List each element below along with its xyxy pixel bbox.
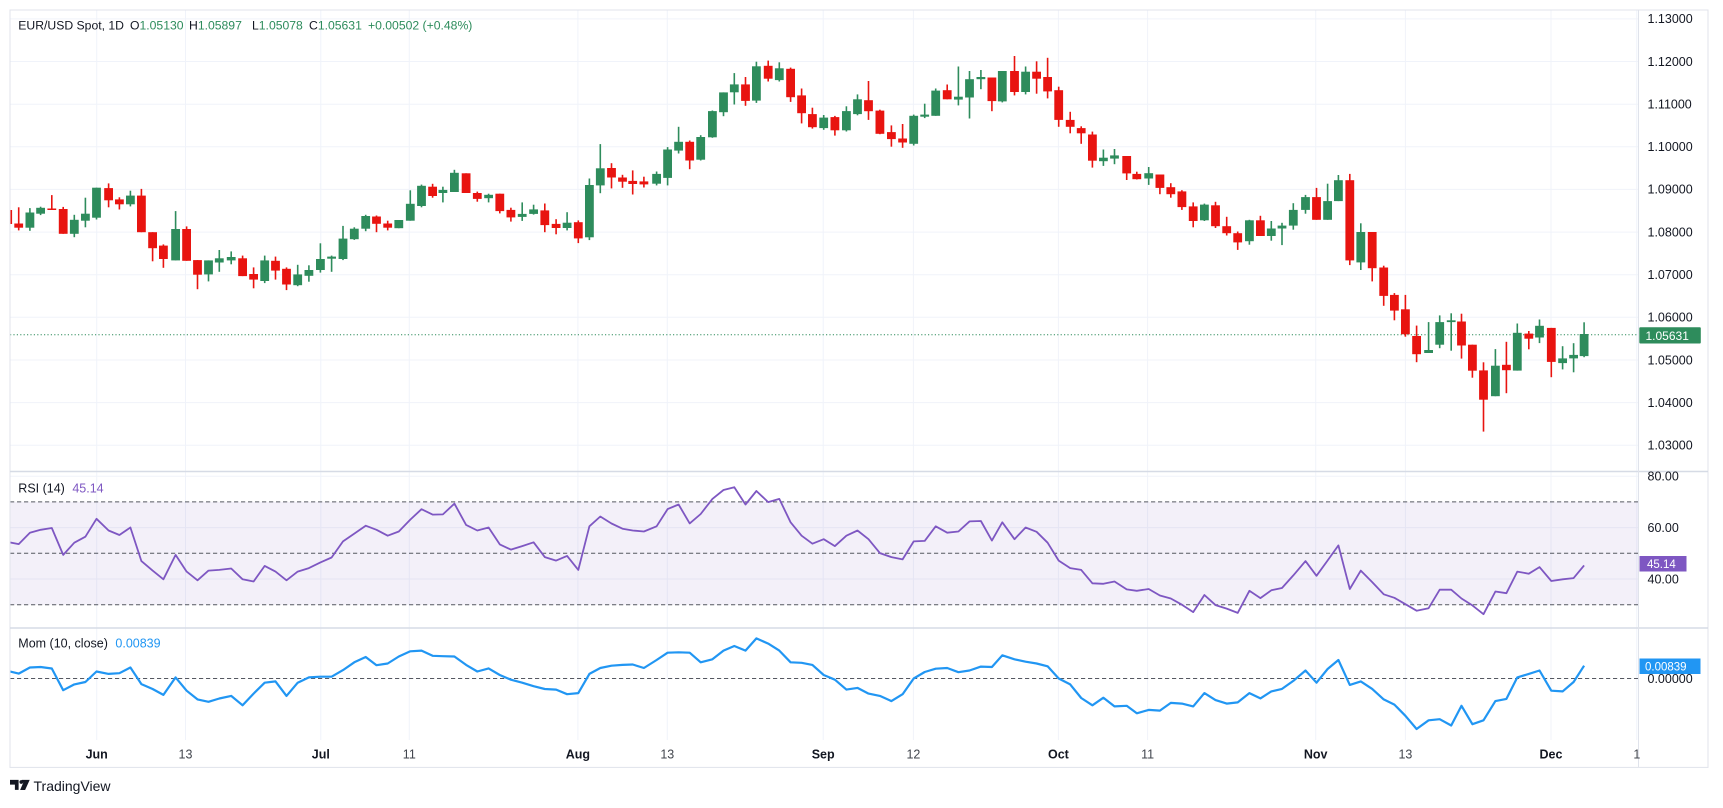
svg-text:Mom (10, close) 0.00839: Mom (10, close) 0.00839 (18, 637, 160, 651)
svg-text:L1.05078: L1.05078 (252, 19, 303, 33)
svg-text:1.06000: 1.06000 (1648, 311, 1693, 325)
svg-text:EUR/USD Spot, 1D: EUR/USD Spot, 1D (18, 19, 124, 33)
svg-text:Jul: Jul (312, 748, 330, 762)
svg-text:1: 1 (1633, 748, 1640, 762)
svg-text:+0.00502 (+0.48%): +0.00502 (+0.48%) (368, 19, 472, 33)
svg-text:Sep: Sep (812, 748, 835, 762)
svg-text:80.00: 80.00 (1648, 470, 1679, 484)
svg-text:1.05000: 1.05000 (1648, 353, 1693, 367)
svg-text:11: 11 (1141, 748, 1154, 762)
svg-text:1.03000: 1.03000 (1648, 439, 1693, 453)
svg-text:12: 12 (906, 748, 920, 762)
svg-text:0.00000: 0.00000 (1648, 672, 1693, 686)
svg-text:1.09000: 1.09000 (1648, 183, 1693, 197)
svg-text:13: 13 (660, 748, 674, 762)
svg-text:0.00839: 0.00839 (1645, 662, 1687, 674)
svg-text:13: 13 (179, 748, 193, 762)
svg-text:1.04000: 1.04000 (1648, 396, 1693, 410)
svg-text:RSI (14) 45.14: RSI (14) 45.14 (18, 482, 103, 496)
svg-text:Nov: Nov (1304, 748, 1328, 762)
svg-text:Jun: Jun (86, 748, 108, 762)
svg-text:60.00: 60.00 (1648, 521, 1679, 535)
svg-text:40.00: 40.00 (1648, 572, 1679, 586)
svg-text:1.13000: 1.13000 (1648, 12, 1693, 26)
svg-text:Dec: Dec (1540, 748, 1563, 762)
svg-text:13: 13 (1398, 748, 1412, 762)
svg-text:TradingView: TradingView (34, 778, 112, 794)
svg-text:1.11000: 1.11000 (1648, 98, 1692, 112)
svg-text:C1.05631: C1.05631 (309, 19, 362, 33)
svg-text:Aug: Aug (566, 748, 590, 762)
svg-text:1.10000: 1.10000 (1648, 140, 1693, 154)
svg-text:Oct: Oct (1048, 748, 1070, 762)
svg-text:H1.05897: H1.05897 (189, 19, 242, 33)
svg-text:1.07000: 1.07000 (1648, 268, 1693, 282)
svg-text:1.05631: 1.05631 (1646, 329, 1690, 343)
svg-text:O1.05130: O1.05130 (130, 19, 184, 33)
svg-text:1.08000: 1.08000 (1648, 225, 1693, 239)
svg-text:11: 11 (403, 748, 416, 762)
svg-text:1.12000: 1.12000 (1648, 55, 1693, 69)
svg-text:45.14: 45.14 (1647, 559, 1676, 571)
